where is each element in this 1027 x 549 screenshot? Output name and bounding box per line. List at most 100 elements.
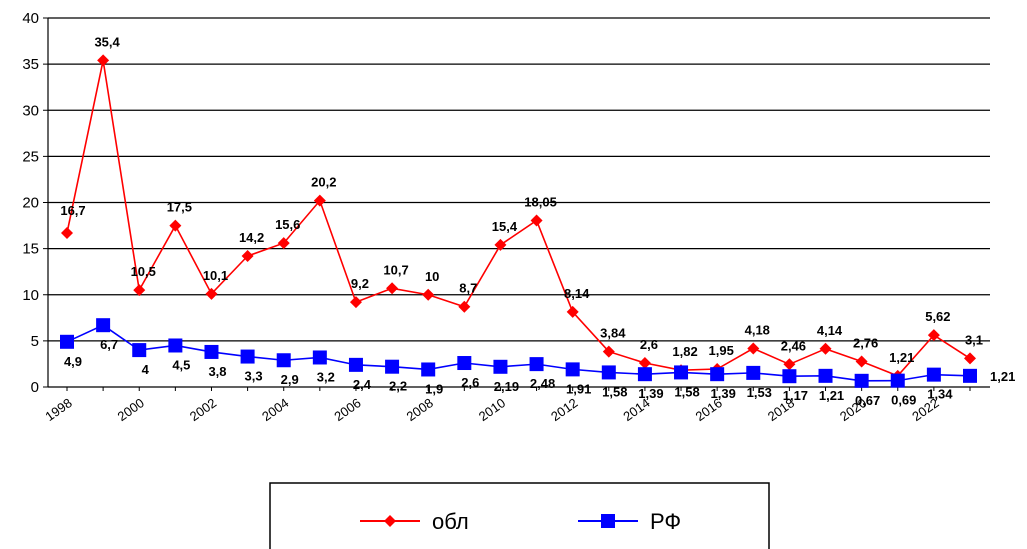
legend: обл РФ <box>269 482 770 549</box>
data-label: 14,2 <box>239 230 264 245</box>
data-point <box>529 357 544 372</box>
data-point <box>96 318 111 333</box>
data-label: 4 <box>142 362 150 377</box>
data-label: 2,9 <box>281 372 299 387</box>
data-label: 3,84 <box>600 326 626 341</box>
x-tick-label: 2008 <box>404 395 436 424</box>
data-point <box>565 362 580 377</box>
data-point <box>133 284 146 297</box>
data-label: 1,53 <box>747 385 772 400</box>
data-point <box>782 369 797 384</box>
data-point <box>819 342 832 355</box>
data-point <box>747 342 760 355</box>
data-point <box>168 338 183 353</box>
data-label: 8,7 <box>459 281 477 296</box>
legend-label: РФ <box>650 509 681 534</box>
x-tick-label: 2004 <box>259 395 291 424</box>
y-tick-label: 10 <box>22 287 39 304</box>
data-point <box>963 368 977 383</box>
data-label: 5,62 <box>925 309 950 324</box>
data-point <box>494 238 507 251</box>
y-tick-label: 20 <box>22 195 39 212</box>
data-label: 20,2 <box>311 175 336 190</box>
data-label: 8,14 <box>564 286 590 301</box>
y-tick-label: 30 <box>22 102 39 119</box>
x-tick-label: 1998 <box>42 395 74 424</box>
data-point <box>60 334 74 349</box>
data-point <box>638 357 651 370</box>
data-label: 1,39 <box>638 386 663 401</box>
data-point <box>204 344 219 359</box>
y-tick-label: 0 <box>31 379 39 396</box>
data-label: 10,1 <box>203 268 228 283</box>
data-label: 17,5 <box>167 200 192 215</box>
gridlines <box>48 17 990 342</box>
data-label: 35,4 <box>94 34 120 49</box>
data-point <box>422 288 435 301</box>
data-label: 1,34 <box>927 387 953 402</box>
data-point <box>277 237 290 250</box>
y-tick-label: 40 <box>22 10 39 27</box>
data-point <box>312 350 327 365</box>
data-point <box>276 353 291 368</box>
data-label: 2,6 <box>461 375 479 390</box>
legend-marker <box>601 514 615 528</box>
x-tick-label: 2010 <box>476 395 508 424</box>
data-point <box>493 359 508 374</box>
data-point <box>97 54 110 67</box>
data-label: 6,7 <box>100 337 118 352</box>
data-label: 1,95 <box>709 343 734 358</box>
legend-label: обл <box>432 509 469 534</box>
data-labels-layer: 16,7 35,4 10,5 17,5 10,1 14,2 15,6 20,2 9,2 10,7 1… <box>60 34 1015 407</box>
x-tick-label: 2012 <box>548 395 580 424</box>
data-label: 1,9 <box>425 381 443 396</box>
data-label: 1,21 <box>990 369 1015 384</box>
data-label: 18,05 <box>524 194 557 209</box>
x-tick-label: 2002 <box>187 395 219 424</box>
data-point <box>349 296 362 309</box>
data-point <box>458 300 471 313</box>
data-label: 16,7 <box>60 203 85 218</box>
data-label: 4,18 <box>745 322 770 337</box>
data-point <box>855 355 868 368</box>
data-label: 10 <box>425 269 439 284</box>
data-label: 3,3 <box>245 369 263 384</box>
data-point <box>313 194 326 207</box>
x-tick-label: 2000 <box>115 395 147 424</box>
data-label: 2,76 <box>853 336 878 351</box>
data-point <box>530 214 543 227</box>
data-point <box>205 287 218 300</box>
data-label: 10,7 <box>383 262 408 277</box>
data-label: 0,67 <box>855 393 880 408</box>
data-label: 0,69 <box>891 393 916 408</box>
data-label: 2,48 <box>530 376 555 391</box>
data-label: 3,1 <box>965 332 983 347</box>
data-point <box>890 373 905 388</box>
legend-box <box>269 482 770 549</box>
y-tick-label: 15 <box>22 241 39 258</box>
data-point <box>386 282 399 295</box>
data-label: 2,6 <box>640 337 658 352</box>
data-point <box>385 359 400 374</box>
data-point <box>241 250 254 263</box>
data-point <box>421 362 436 377</box>
data-point <box>169 219 182 232</box>
data-point <box>348 357 363 372</box>
data-point <box>457 356 472 371</box>
data-point <box>602 345 615 358</box>
data-label: 2,4 <box>353 377 372 392</box>
data-point <box>818 368 833 383</box>
data-label: 10,5 <box>131 264 156 279</box>
data-label: 1,39 <box>711 386 736 401</box>
data-point <box>566 305 579 318</box>
data-label: 2,2 <box>389 379 407 394</box>
series-line-0 <box>66 60 971 377</box>
axes <box>43 17 990 391</box>
data-point <box>240 349 255 364</box>
data-point <box>601 365 616 380</box>
data-point <box>927 329 940 342</box>
data-point <box>854 373 869 388</box>
data-label: 4,5 <box>172 357 190 372</box>
y-tick-label: 5 <box>31 333 39 350</box>
